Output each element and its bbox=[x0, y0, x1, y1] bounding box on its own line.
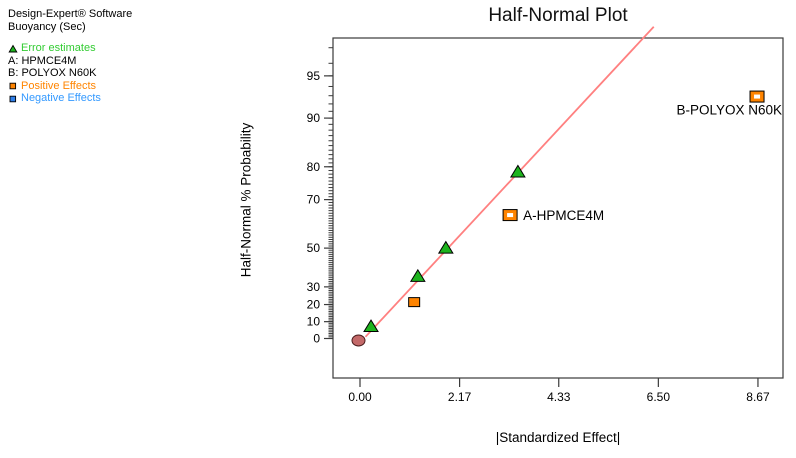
legend-item-label: Error estimates bbox=[21, 42, 96, 54]
y-axis-tick-label: 90 bbox=[307, 111, 321, 125]
y-axis-tick-label: 50 bbox=[307, 241, 321, 255]
error-estimate-point[interactable] bbox=[363, 319, 379, 333]
response-name: Buoyancy (Sec) bbox=[8, 20, 86, 33]
x-axis-tick-label: 0.00 bbox=[348, 390, 372, 404]
legend-item-label: Negative Effects bbox=[21, 92, 101, 104]
x-axis-label: |Standardized Effect| bbox=[495, 430, 621, 445]
y-axis-tick-label: 20 bbox=[307, 298, 321, 312]
positive-effects-square-icon bbox=[9, 83, 17, 90]
error-estimate-point[interactable] bbox=[510, 164, 526, 178]
legend: Error estimates A: HPMCE4M B: POLYOX N60K P… bbox=[8, 42, 132, 105]
info-block: Design-Expert® Software Buoyancy (Sec) E… bbox=[8, 8, 132, 105]
effect-point-label: A-HPMCE4M bbox=[523, 208, 604, 223]
chart-title: Half-Normal Plot bbox=[488, 5, 628, 26]
x-axis-tick-label: 2.17 bbox=[448, 390, 472, 404]
legend-item-b-polyox-n60k: B: POLYOX N60K bbox=[8, 67, 132, 80]
y-axis-tick-label: 10 bbox=[307, 315, 321, 329]
x-axis-tick-label: 4.33 bbox=[547, 390, 571, 404]
software-title: Design-Expert® Software bbox=[8, 8, 133, 20]
error-estimates-triangle-icon bbox=[8, 44, 18, 53]
legend-item-error-estimates: Error estimates bbox=[8, 42, 132, 55]
error-estimates-triangle-icon-shape bbox=[8, 44, 18, 53]
legend-item-negative-effects: Negative Effects bbox=[8, 92, 132, 105]
negative-effects-square-icon bbox=[9, 95, 17, 102]
x-axis-tick-label: 8.67 bbox=[746, 390, 770, 404]
y-axis-tick-label: 70 bbox=[307, 193, 321, 207]
selected-effect-point-center bbox=[754, 94, 761, 99]
legend-item-label: A: HPMCE4M bbox=[8, 54, 77, 67]
y-axis-tick-label: 95 bbox=[307, 69, 321, 83]
fit-line bbox=[364, 26, 655, 338]
positive-effect-point[interactable] bbox=[408, 297, 421, 308]
origin-point[interactable] bbox=[351, 334, 366, 347]
legend-item-positive-effects: Positive Effects bbox=[8, 80, 132, 93]
selected-effect-point-center bbox=[507, 213, 514, 218]
legend-item-label: B: POLYOX N60K bbox=[8, 67, 97, 79]
y-axis-tick-label: 0 bbox=[313, 332, 320, 346]
error-estimate-point[interactable] bbox=[437, 240, 454, 254]
effect-point-label: B-POLYOX N60K bbox=[676, 103, 782, 118]
y-axis-tick-label: 80 bbox=[307, 160, 321, 174]
positive-effects-square-icon-shape bbox=[9, 83, 17, 90]
legend-item-a-hpmce4m: A: HPMCE4M bbox=[8, 55, 132, 68]
negative-effects-square-icon-shape bbox=[9, 95, 17, 102]
error-estimate-point[interactable] bbox=[409, 268, 426, 282]
y-axis-tick-label: 30 bbox=[307, 280, 321, 294]
legend-item-label: Positive Effects bbox=[21, 79, 96, 92]
x-axis-tick-label: 6.50 bbox=[647, 390, 671, 404]
